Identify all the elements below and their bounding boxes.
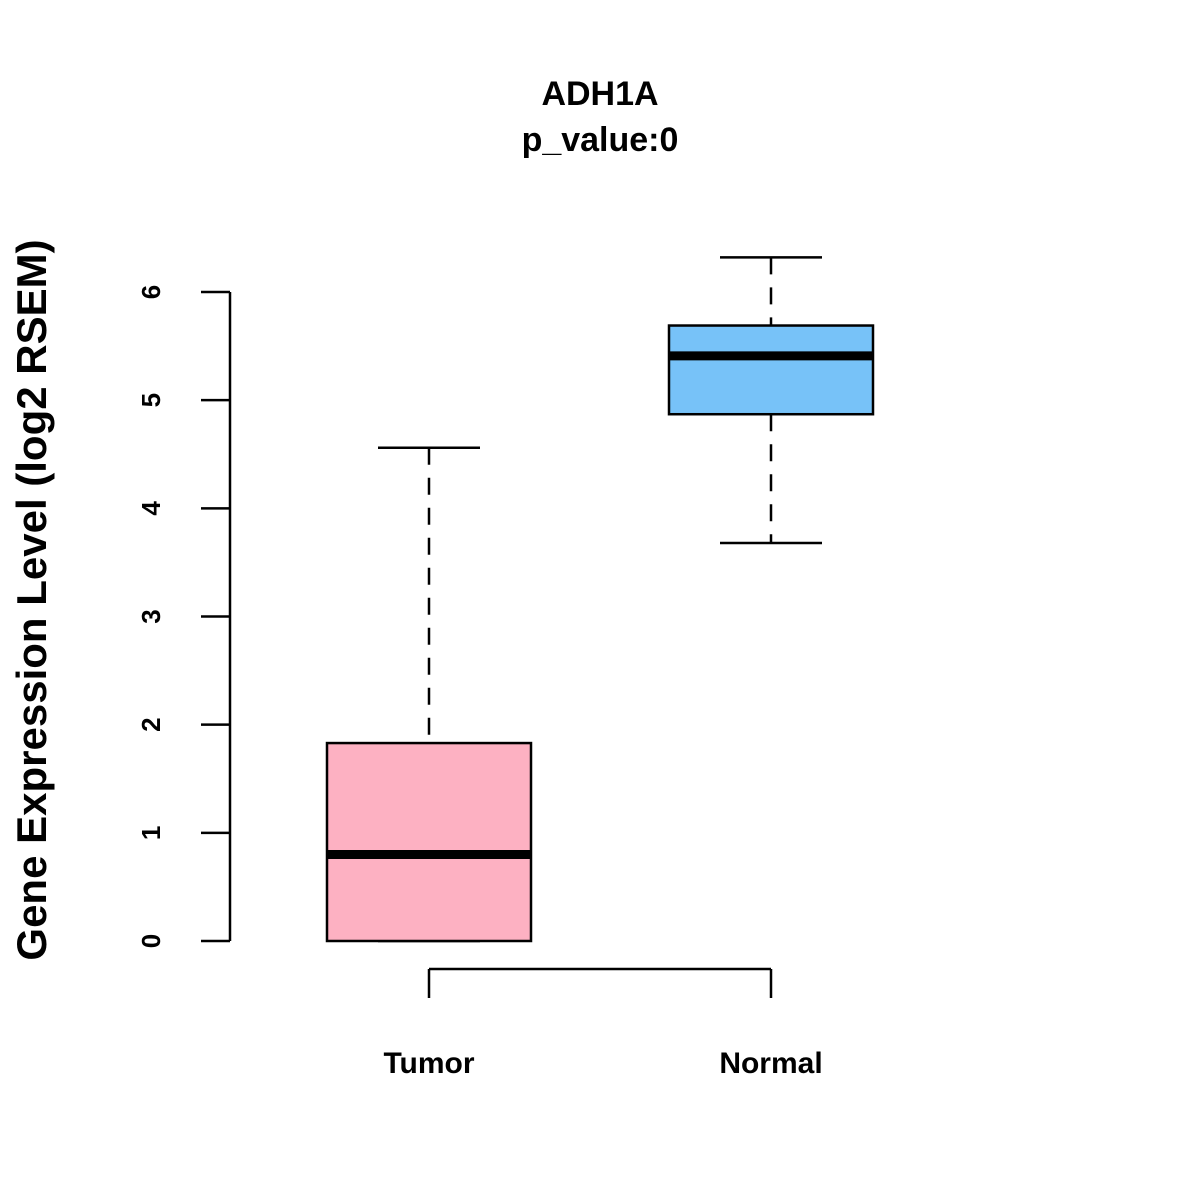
y-tick-label-1: 1	[136, 826, 166, 840]
iqr-box	[667, 324, 875, 416]
box-group	[325, 256, 875, 943]
x-tick-label-tumor: Tumor	[383, 1047, 474, 1080]
y-tick-label-6: 6	[136, 285, 166, 299]
x-axis: Tumor Normal	[383, 967, 823, 1080]
y-tick-label-3: 3	[136, 609, 166, 623]
y-axis-label: Gene Expression Level (log2 RSEM)	[8, 239, 55, 960]
box-tumor	[325, 446, 533, 943]
y-tick-label-2: 2	[136, 717, 166, 731]
iqr-box	[325, 741, 533, 943]
chart-subtitle: p_value:0	[522, 121, 679, 159]
y-tick-label-0: 0	[136, 934, 166, 948]
y-axis: 0 1 2 3 4 5 6	[136, 285, 232, 948]
box-normal	[667, 256, 875, 545]
x-tick-label-normal: Normal	[719, 1047, 822, 1080]
y-tick-label-5: 5	[136, 393, 166, 407]
y-tick-label-4: 4	[136, 501, 166, 516]
chart-title: ADH1A	[541, 75, 658, 113]
